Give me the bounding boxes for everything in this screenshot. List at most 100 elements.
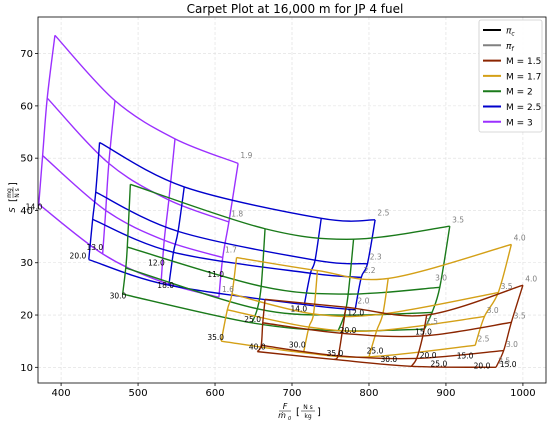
- pi-c-annotation: 25.0: [367, 347, 384, 356]
- svg-text:[: [: [8, 198, 19, 202]
- y-label-main: S: [8, 207, 17, 212]
- pi-c-annotation: 30.0: [110, 291, 127, 300]
- pi-c-annotation: 15.0: [457, 351, 474, 360]
- pi-f-line: [410, 314, 428, 367]
- y-tick-label: 30: [20, 258, 33, 269]
- pi-f-annotation: 4.0: [525, 275, 537, 284]
- pi-c-annotation: 14.0: [26, 202, 43, 211]
- pi-c-annotation: 20.0: [474, 361, 491, 370]
- y-tick-label: 60: [20, 101, 33, 112]
- x-label-main: F: [283, 402, 288, 411]
- pi-f-line: [121, 184, 132, 295]
- pi-f-annotation: 3.5: [514, 312, 526, 321]
- pi-f-line: [218, 163, 239, 298]
- legend-box: [478, 19, 543, 133]
- pi-c-annotation: 30.0: [381, 355, 398, 364]
- pi-f-line: [38, 35, 56, 205]
- pi-f-line: [333, 307, 347, 361]
- pi-c-line: [99, 141, 376, 222]
- legend-label: M = 1.5: [506, 57, 541, 67]
- pi-f-line: [101, 100, 116, 254]
- legend-label: M = 1.7: [506, 72, 541, 82]
- x-tick-label: 700: [282, 388, 301, 399]
- pi-f-annotation: 1.6: [222, 285, 234, 294]
- pi-c-annotation: 12.0: [148, 258, 165, 267]
- pi-f-line: [474, 244, 513, 346]
- pi-c-line: [54, 34, 239, 165]
- pi-f-annotation: 3.0: [487, 306, 499, 315]
- pi-f-annotation: 1.7: [225, 245, 237, 254]
- chart-title: Carpet Plot at 16,000 m for JP 4 fuel: [187, 2, 404, 16]
- pi-f-annotation: 2.2: [364, 266, 376, 275]
- pi-c-annotation: 25.0: [431, 359, 448, 368]
- pi-f-annotation: 1.8: [231, 210, 243, 219]
- pi-f-annotation: 2.0: [357, 297, 369, 306]
- pi-c-annotation: 15.0: [415, 327, 432, 336]
- pi-f-annotation: 2.5: [498, 357, 510, 366]
- pi-f-annotation: 2.5: [426, 317, 438, 326]
- svg-text:]: ]: [317, 407, 321, 418]
- pi-f-line: [160, 138, 176, 282]
- pi-c-line: [88, 258, 356, 311]
- pi-c-line: [236, 243, 512, 281]
- x-label-unit-den: kg: [304, 413, 311, 420]
- y-tick-label: 20: [20, 311, 33, 322]
- axis-ticks: 400 500 600 700 800 900 1000 10 20 30 40 50 60 70: [20, 49, 535, 399]
- y-axis-label: S [ mg N s ]: [6, 182, 21, 213]
- pi-c-line: [92, 218, 362, 279]
- pi-c-line: [257, 350, 496, 369]
- pi-c-line: [127, 246, 440, 295]
- x-tick-label: 1000: [510, 388, 535, 399]
- series-m-1-5: [256, 284, 524, 369]
- x-label-den-sub: 0: [288, 416, 291, 421]
- pi-f-line: [423, 226, 451, 330]
- pi-c-annotation: 30.0: [289, 340, 306, 349]
- pi-c-line: [95, 191, 368, 265]
- legend-label: M = 3: [506, 118, 533, 128]
- y-tick-label: 40: [20, 206, 33, 217]
- pi-f-line: [302, 270, 319, 353]
- pi-f-line: [220, 257, 238, 342]
- pi-c-line: [130, 183, 450, 240]
- pi-c-annotation: 14.0: [290, 304, 307, 313]
- pi-c-annotation: 15.0: [500, 360, 517, 369]
- x-label-unit-num: N s: [303, 404, 313, 411]
- pi-f-annotation: 3.0: [435, 274, 447, 283]
- x-label-den: ṁ: [278, 411, 286, 420]
- y-tick-label: 50: [20, 154, 33, 165]
- pi-f-annotation: 4.0: [514, 233, 526, 242]
- pi-c-annotation: 20.0: [420, 351, 437, 360]
- pi-f-annotation: 2.5: [377, 209, 389, 218]
- pi-c-line: [231, 291, 499, 318]
- pi-c-annotation: 12.0: [347, 309, 364, 318]
- y-label-unit-den: N s: [14, 188, 21, 198]
- pi-c-line: [46, 97, 230, 223]
- x-tick-label: 400: [52, 388, 71, 399]
- plot-area: [38, 34, 524, 369]
- pi-f-line: [495, 285, 524, 368]
- x-tick-label: 600: [205, 388, 224, 399]
- pi-c-annotation: 40.0: [249, 343, 266, 352]
- pi-f-annotation: 3.5: [452, 215, 464, 224]
- x-tick-label: 500: [129, 388, 148, 399]
- series-m-2-5: [88, 141, 376, 311]
- y-tick-label: 70: [20, 49, 33, 60]
- pi-f-annotation: 3.5: [501, 282, 513, 291]
- pi-c-line: [264, 284, 524, 317]
- legend-label: M = 2.5: [506, 103, 541, 113]
- pi-c-annotation: 35.0: [207, 333, 224, 342]
- pi-c-annotation: 20.0: [340, 326, 357, 335]
- pi-f-annotation: 2.5: [477, 335, 489, 344]
- pi-f-annotation: 2.3: [370, 253, 382, 262]
- pi-c-annotation: 20.0: [70, 252, 87, 261]
- pi-f-line: [251, 228, 266, 324]
- svg-text:]: ]: [8, 182, 19, 186]
- pi-c-line: [227, 309, 485, 333]
- pi-f-line: [368, 278, 389, 358]
- pi-c-line: [261, 344, 504, 360]
- pi-c-annotation: 35.0: [327, 349, 344, 358]
- legend-label: M = 2: [506, 88, 533, 98]
- legend: πc πf M = 1.5 M = 1.7 M = 2 M = 2.5 M = 3: [478, 19, 543, 133]
- pi-f-annotation: 3.0: [506, 340, 518, 349]
- y-label-unit-num: mg: [6, 188, 13, 198]
